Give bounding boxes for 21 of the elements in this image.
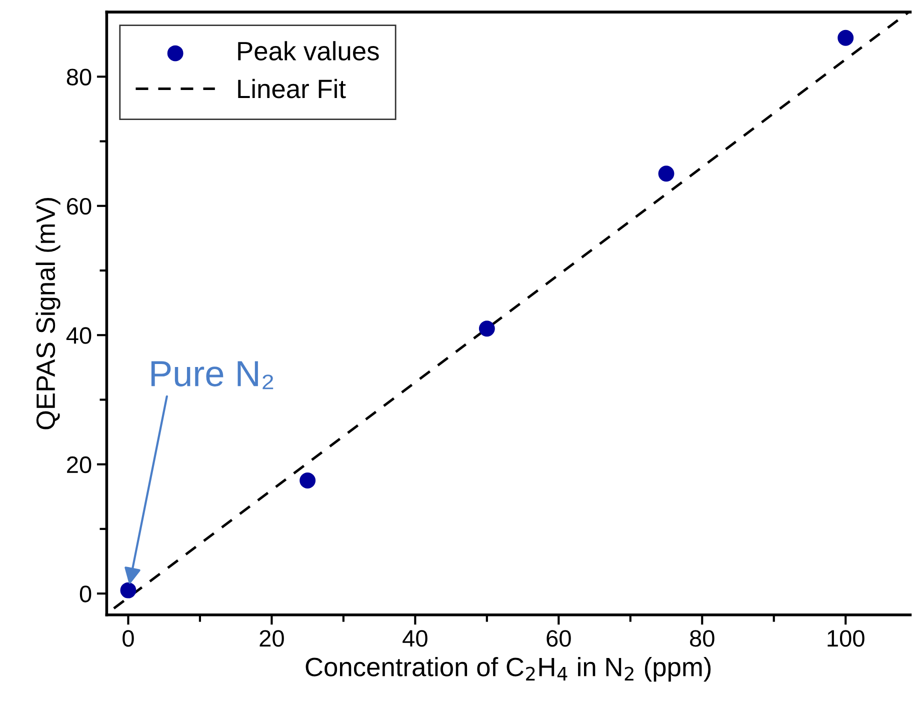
x-tick-label: 60 — [546, 630, 571, 647]
annotation: Pure N₂ — [151, 361, 274, 390]
legend-label: Linear Fit — [238, 78, 346, 98]
x-tick-label: 0 — [122, 630, 134, 647]
point — [838, 30, 854, 46]
x-tick-label: 100 — [828, 630, 864, 647]
x-tick-label: 80 — [690, 630, 714, 647]
x-tick-label: 20 — [260, 630, 284, 647]
y-tick-label: 20 — [67, 456, 92, 474]
y-tick-label: 0 — [80, 586, 92, 602]
legend-label: Peak values — [238, 41, 379, 60]
point — [120, 582, 136, 598]
x-tick-label: 40 — [402, 630, 428, 647]
y-tick-label: 60 — [67, 198, 92, 215]
point — [478, 320, 495, 337]
y-tick-label: 80 — [66, 68, 92, 86]
point — [658, 166, 674, 182]
y-axis-title: QEPAS Signal (mV) — [36, 198, 60, 430]
point — [300, 472, 316, 488]
x-axis-title: Concentration of C$_{2}$H$_{4}$ in N$_{2}$ (ppm) — [306, 657, 711, 682]
y-tick-label: 40 — [66, 327, 92, 344]
